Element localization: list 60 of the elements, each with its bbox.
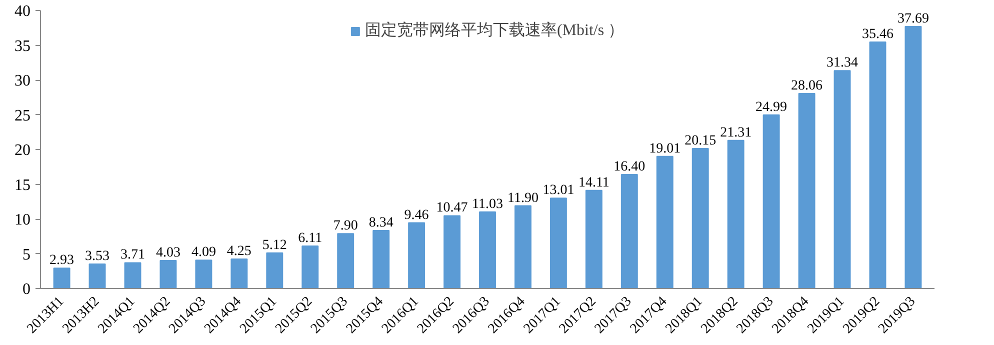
- data-label: 35.46: [862, 27, 894, 42]
- bar: [266, 252, 284, 288]
- bar: [585, 190, 602, 288]
- data-label: 11.03: [472, 196, 503, 212]
- data-label: 16.40: [614, 160, 646, 175]
- data-label: 11.90: [507, 190, 538, 206]
- y-tick-label: 15: [14, 176, 30, 194]
- y-tick-label: 40: [14, 3, 30, 20]
- data-label: 4.09: [191, 245, 216, 260]
- bar: [230, 258, 248, 288]
- bar: [656, 156, 674, 288]
- data-label: 5.12: [262, 238, 287, 253]
- bar: [620, 174, 638, 288]
- bar: [692, 148, 709, 288]
- bar: [834, 70, 851, 288]
- data-label: 10.47: [436, 200, 468, 216]
- data-label: 19.01: [649, 141, 681, 156]
- data-label: 4.25: [226, 244, 252, 259]
- data-label: 31.34: [826, 56, 858, 71]
- bar: [798, 92, 816, 288]
- y-tick-label: 5: [22, 246, 30, 264]
- data-label: 37.69: [897, 12, 929, 27]
- bar: [53, 268, 70, 288]
- data-label: 3.71: [120, 248, 145, 263]
- bar: [514, 205, 532, 288]
- legend-label: 固定宽带网络平均下载速率(Mbit/s ）: [364, 20, 624, 41]
- data-label: 6.11: [298, 231, 322, 246]
- data-label: 4.03: [156, 245, 180, 260]
- data-label: 8.34: [368, 216, 394, 231]
- bar: [869, 42, 886, 288]
- bar: [762, 114, 780, 288]
- bar: [727, 140, 744, 288]
- bar: [408, 222, 426, 288]
- bar: [195, 260, 212, 288]
- y-tick-label: 35: [14, 38, 30, 55]
- data-label: 3.53: [85, 248, 110, 264]
- bar: [302, 246, 319, 288]
- y-tick-label: 30: [14, 72, 30, 90]
- data-label: 9.46: [404, 208, 429, 223]
- bar: [550, 198, 567, 288]
- bar: [160, 260, 177, 288]
- y-tick-label: 0: [22, 281, 30, 298]
- y-tick-label: 20: [14, 142, 30, 159]
- bar: [372, 230, 390, 288]
- y-tick-label: 10: [14, 212, 30, 228]
- data-label: 13.01: [542, 183, 574, 198]
- data-label: 24.99: [756, 100, 788, 115]
- bar: [124, 262, 142, 288]
- y-tick-label: 25: [14, 107, 30, 124]
- bar: [88, 263, 106, 288]
- data-label: 20.15: [684, 133, 716, 148]
- data-label: 7.90: [333, 218, 358, 234]
- data-label: 21.31: [720, 125, 752, 140]
- data-label: 28.06: [791, 78, 823, 94]
- bar: [444, 215, 461, 288]
- bar: [479, 211, 496, 288]
- bar: [337, 233, 354, 288]
- data-label: 2.93: [50, 253, 74, 268]
- data-label: 14.11: [578, 175, 610, 190]
- bar: [904, 26, 922, 288]
